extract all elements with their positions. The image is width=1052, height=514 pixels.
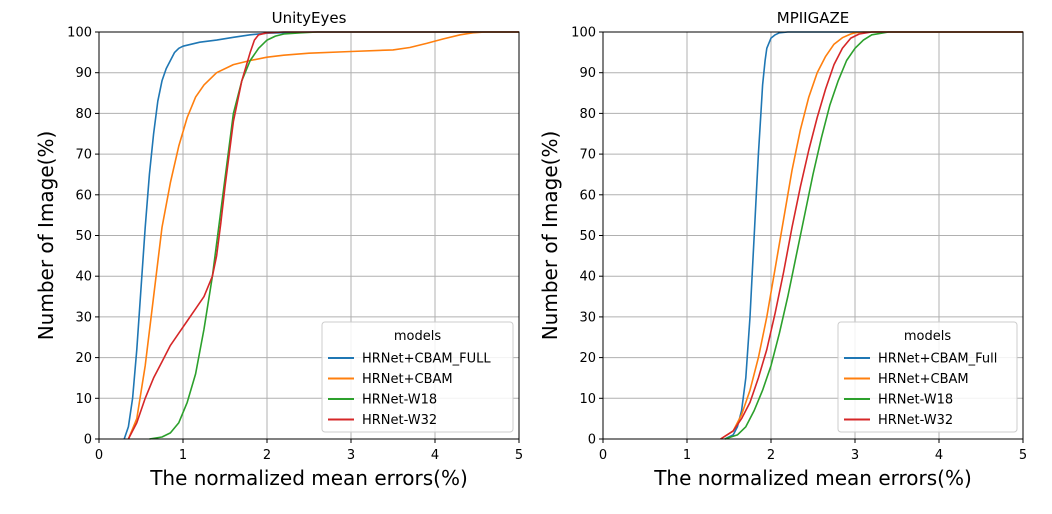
chart-panel-unityeyes: 0 1 2 3 4 50102030405060708090100UnityEyesThe… [34,9,523,490]
x-tick-label: 2 [263,448,271,463]
series-line-hrnet-w18 [724,31,1023,440]
series-group [123,31,519,440]
x-tick-label: 0 [599,448,607,463]
legend-label: HRNet+CBAM_Full [878,352,997,367]
x-tick-label: 3 [347,448,355,463]
x-tick-label: 2 [767,448,775,463]
legend-label: HRNet+CBAM [878,372,969,387]
legend: models HRNet+CBAM_FULL HRNet+CBAM HRNet-W18… [321,321,514,433]
chart-panel-mpiigaze: 0 1 2 3 4 50102030405060708090100MPIIGAZEThe … [538,9,1027,490]
chart-title: UnityEyes [272,9,347,27]
x-axis-label: The normalized mean errors(%) [149,466,468,490]
series-line-hrnet-cbam-full [123,31,519,440]
legend-box [837,321,1018,433]
y-axis-label: Number of Image(%) [538,131,562,341]
x-tick-label: 4 [935,448,943,463]
legend: models HRNet+CBAM_Full HRNet+CBAM HRNet-W18… [837,321,1018,433]
y-tick-label: 50 [75,229,92,244]
y-tick-label: 30 [579,310,596,325]
y-tick-label: 50 [579,229,596,244]
y-tick-label: 100 [571,26,596,41]
legend-title: models [394,329,441,344]
y-tick-label: 80 [75,107,92,122]
legend-label: HRNet+CBAM_FULL [362,352,491,367]
legend-label: HRNet-W18 [362,393,437,408]
y-tick-label: 40 [579,270,596,285]
x-tick-label: 5 [515,448,523,463]
y-tick-label: 10 [75,392,92,407]
series-group [720,31,1023,440]
y-axis-label: Number of Image(%) [34,131,58,341]
chart-title: MPIIGAZE [777,9,849,27]
x-tick-label: 4 [431,448,439,463]
series-line-hrnet-w32 [720,31,1023,440]
y-tick-label: 70 [579,148,596,163]
y-tick-label: 40 [75,270,92,285]
x-tick-label: 1 [179,448,187,463]
legend-label: HRNet-W18 [878,393,953,408]
x-tick-label: 5 [1019,448,1027,463]
legend-label: HRNet+CBAM [362,372,453,387]
x-axis-label: The normalized mean errors(%) [653,466,972,490]
y-tick-label: 80 [579,107,596,122]
series-line-hrnet-cbam [720,31,1023,440]
y-tick-label: 30 [75,310,92,325]
y-tick-label: 90 [75,66,92,81]
y-tick-label: 100 [67,26,92,41]
y-tick-label: 0 [84,433,92,448]
y-tick-label: 20 [579,351,596,366]
x-tick-label: 1 [683,448,691,463]
y-tick-label: 10 [579,392,596,407]
legend-label: HRNet-W32 [362,413,437,428]
y-tick-label: 20 [75,351,92,366]
x-tick-label: 3 [851,448,859,463]
y-tick-label: 60 [75,188,92,203]
y-tick-label: 60 [579,188,596,203]
series-line-hrnet-w32 [127,31,519,440]
x-tick-label: 0 [95,448,103,463]
series-line-hrnet-w18 [149,31,519,440]
series-line-hrnet-cbam-full [724,31,1023,440]
y-tick-label: 0 [588,433,596,448]
legend-label: HRNet-W32 [878,413,953,428]
legend-title: models [904,329,951,344]
legend-box [321,321,514,433]
y-tick-label: 70 [75,148,92,163]
y-tick-label: 90 [579,66,596,81]
